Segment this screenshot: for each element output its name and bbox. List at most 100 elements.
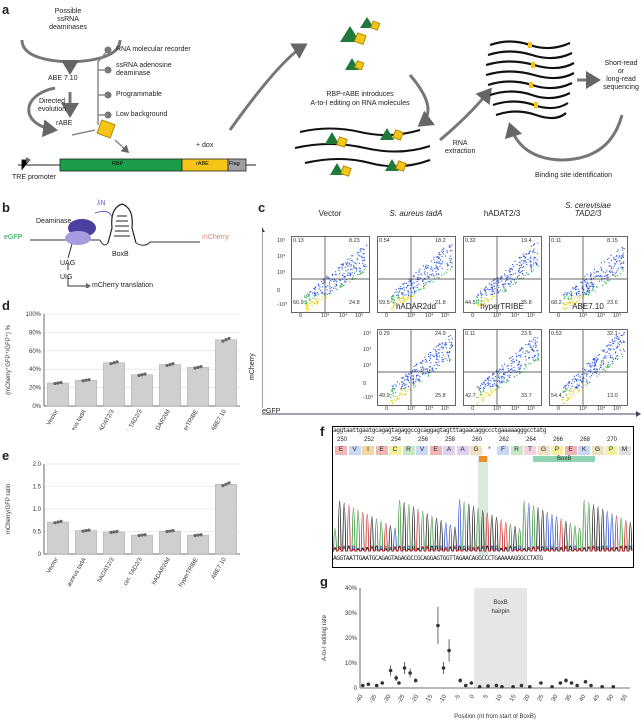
bar (215, 484, 237, 555)
bar (187, 534, 209, 555)
x-tick-label: hADAT2/3 (97, 408, 116, 430)
x-tick-label: 20 (523, 693, 532, 702)
replicate-point (87, 528, 91, 532)
bar (131, 374, 153, 407)
x-tick-label: 5 (483, 693, 490, 699)
cyto-scatter (550, 330, 627, 405)
data-point (519, 683, 524, 688)
cyto-scatter (378, 237, 455, 312)
data-point (469, 681, 474, 685)
y-tick-label: 0 (38, 552, 42, 558)
panel-a-diagram (18, 17, 624, 177)
data-point (575, 683, 579, 688)
cyto-x-tick: 10⁴ (597, 313, 606, 319)
y-tick-label: 60% (29, 349, 42, 355)
cyto-x-tick: 10³ (321, 313, 329, 319)
amino-acid: V (416, 446, 428, 455)
cyto-x-tick: 10³ (579, 406, 587, 412)
replicate-point (87, 378, 91, 382)
bar (103, 362, 125, 407)
replicate-point (193, 366, 197, 370)
cyto-x-tick: 10⁴ (339, 313, 348, 319)
quadrant-value: 23.5 (521, 331, 532, 337)
y-tick-label: 40% (345, 586, 358, 592)
bar (103, 531, 125, 555)
tre-promoter-label: TRE promoter (12, 174, 56, 181)
x-tick-label: 40 (579, 693, 588, 702)
quadrant-value: 59.5 (379, 300, 390, 306)
replicate-point (109, 362, 113, 366)
chromatogram-trace (333, 504, 633, 552)
data-point (550, 684, 554, 689)
quadrant-value: 19.4 (521, 238, 532, 244)
boxb-annotation: BoxB (557, 456, 572, 462)
cyto-plot (377, 329, 456, 406)
panel-letter-a: a (2, 2, 10, 17)
chart-e: 0 0.5 1.0 1.5 2.0 Vector S. aureus tadA hADAT2/… (6, 462, 240, 588)
amino-acid: T (524, 446, 536, 455)
cyto-x-tick: 10⁴ (425, 406, 434, 412)
amino-acid: C (389, 446, 401, 455)
chromatogram (333, 456, 633, 556)
directed-evolution-label: Directed evolution (38, 98, 67, 113)
replicate-point (137, 533, 141, 538)
quadrant-value: 0.13 (293, 238, 304, 244)
chart-d: 0% 20% 40% 60% 80% 100% Vector S. aureus tadA hA… (5, 312, 240, 430)
panel-letter-e: e (2, 448, 10, 463)
replicate-point (199, 533, 203, 537)
amino-acid: A (443, 446, 455, 455)
replicate-point (227, 336, 231, 341)
cyto-scatter (550, 237, 627, 312)
quadrant-value: 0.29 (379, 331, 390, 337)
quadrant-value: 0.53 (551, 331, 562, 337)
amino-acid: P (551, 446, 563, 455)
quadrant-value: 44.5 (465, 300, 476, 306)
cyto-x-tick: 10³ (579, 313, 587, 319)
seq-position-number: 268 (580, 437, 591, 443)
seq-position-number: 270 (607, 437, 618, 443)
feature-ssrna: ssRNA adenosine deaminase (116, 62, 172, 77)
data-point (458, 678, 463, 683)
amino-acid: K (578, 446, 590, 455)
quadrant-value: 35.8 (521, 300, 532, 306)
data-point (477, 684, 482, 689)
replicate-point (227, 481, 231, 485)
cyto-x-tick: 10⁴ (597, 406, 606, 412)
replicate-point (53, 381, 57, 386)
seq-top: aggtaattgaatgcagagtagaggccgcaggagtagttta… (333, 427, 546, 434)
x-tick-label: 10 (495, 693, 504, 702)
replicate-point (81, 529, 85, 533)
data-point (511, 684, 515, 689)
dox-label: + dox (196, 142, 214, 149)
replicate-point (143, 372, 147, 376)
replicate-point (137, 373, 141, 377)
codon-uig: UIG (60, 274, 73, 281)
data-point (558, 681, 563, 685)
seq-bottom: AGGTAATTGAATGCAGAGTAGAGGCCGCAGGAGTGGTTAG… (333, 555, 543, 562)
cyto-x-tick: 10⁵ (527, 406, 536, 412)
replicate-point (224, 482, 228, 486)
construct-flag: Flag (229, 161, 240, 167)
quadrant-value: 25.8 (435, 393, 446, 399)
replicate-point (115, 360, 119, 364)
data-point (486, 684, 490, 688)
x-tick-label: hADAT2/3 (97, 556, 116, 583)
amino-acid: F (497, 446, 509, 455)
seq-position-number: 266 (553, 437, 564, 443)
amino-acid: E (564, 446, 577, 455)
seq-position-number: 260 (472, 437, 483, 443)
data-point (494, 683, 499, 688)
quadrant-value: 0.32 (465, 238, 476, 244)
panel-b-diagram (30, 203, 200, 288)
data-point (380, 681, 385, 685)
replicate-point (221, 484, 225, 488)
replicate-point (165, 363, 169, 368)
y-axis-label: mCherry/GFP ratio (6, 483, 12, 534)
quadrant-value: 13.0 (607, 393, 618, 399)
replicate-point (56, 381, 60, 385)
rbp-rabe-description: RBP-rABE introduces A-to-I editing on RN… (310, 91, 410, 107)
codon-uag: UAG (60, 260, 76, 267)
data-point (600, 684, 604, 689)
replicate-point (199, 364, 203, 369)
feature-recorder: RNA molecular recorder (116, 46, 191, 53)
